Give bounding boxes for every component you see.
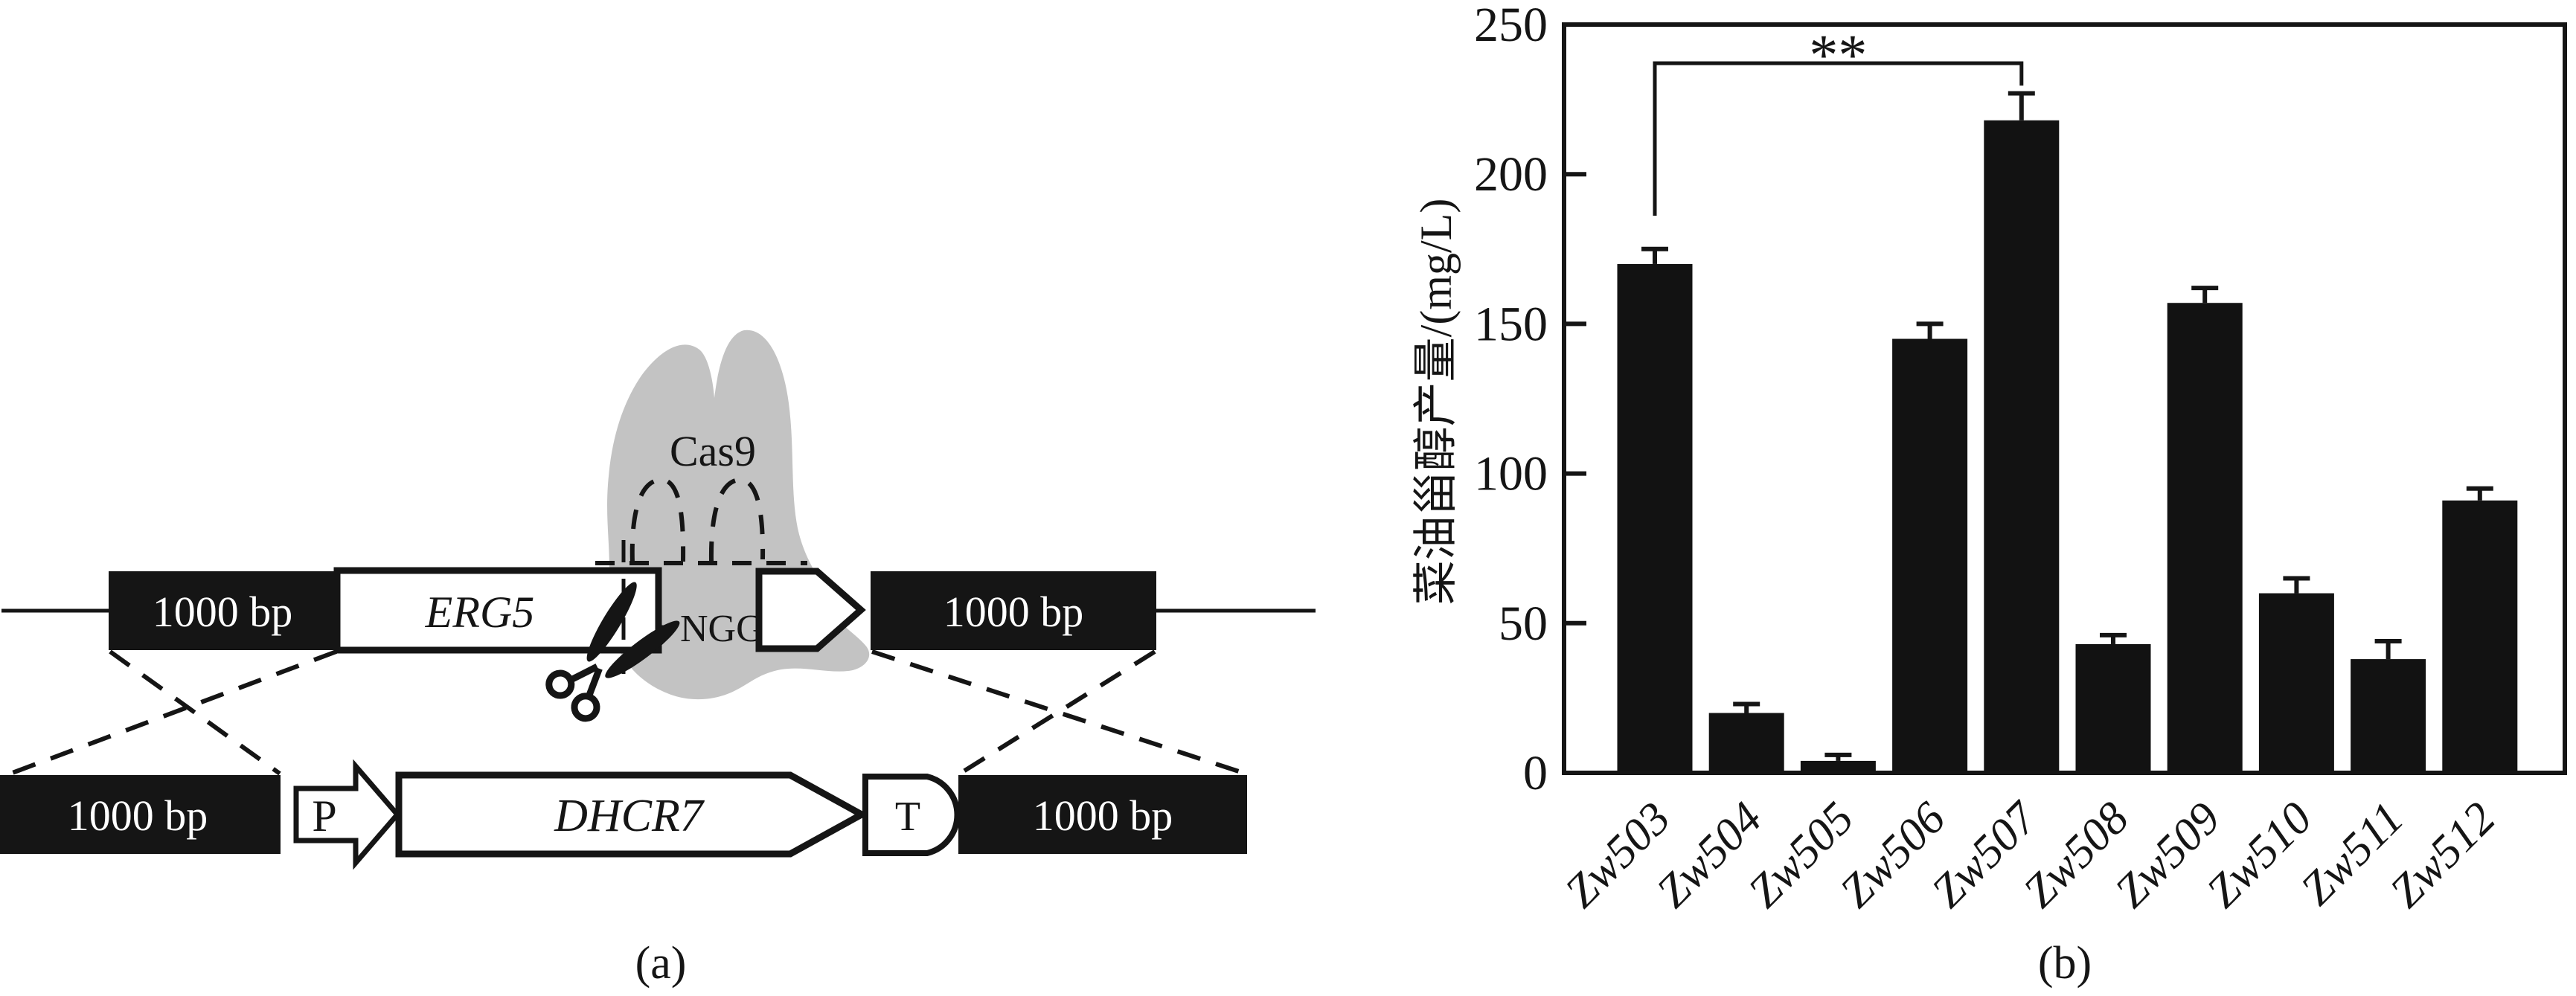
- recombination-line-left-a: [109, 649, 281, 776]
- bar-Zw510: [2258, 593, 2334, 773]
- y-tick-label-100: 100: [1474, 447, 1548, 501]
- bar-Zw508: [2075, 643, 2151, 773]
- y-axis-title: 菜油甾醇产量/(mg/L): [1412, 199, 1461, 605]
- bar-Zw506: [1892, 338, 1968, 773]
- erg5-gene-label: ERG5: [425, 588, 535, 637]
- y-tick-label-250: 250: [1474, 0, 1548, 52]
- axes-frame: [1562, 22, 2567, 775]
- dhcr7-gene-label: DHCR7: [554, 791, 705, 841]
- panel-a-label: (a): [635, 938, 687, 989]
- y-tick-label-50: 50: [1499, 597, 1548, 651]
- bar-Zw509: [2167, 303, 2243, 773]
- homology-arm-top-left: [109, 571, 337, 650]
- scissors-icon: [545, 582, 680, 722]
- x-tick-label-Zw510: Zw510: [2197, 793, 2322, 917]
- homology-arm-bottom-left-label: 1000 bp: [68, 791, 208, 840]
- chart-plot-area: 0 50 100 150 200 250 Zw503Zw504Zw505Zw506Zw507…: [1474, 0, 2567, 918]
- recombination-line-left-b: [9, 649, 338, 776]
- sgrna-loop-left: [629, 477, 686, 564]
- bar-Zw504: [1708, 713, 1784, 773]
- homology-arm-bottom-right-label: 1000 bp: [1033, 791, 1173, 840]
- recombination-line-right-a: [871, 649, 1246, 776]
- recombination-line-right-b: [958, 649, 1156, 776]
- cas9-label: Cas9: [670, 427, 756, 475]
- dhcr7-gene-arrow: [395, 771, 869, 858]
- homology-arm-bottom-left: [0, 775, 281, 854]
- promoter-label: P: [312, 791, 336, 841]
- homology-arm-top-right-label: 1000 bp: [943, 588, 1084, 636]
- bar-Zw505: [1800, 760, 1876, 773]
- bar-Zw503: [1617, 263, 1693, 773]
- protospacer-arrow: [755, 568, 866, 652]
- panel-b-bar-chart: 菜油甾醇产量/(mg/L) 050100150200250Zw503Zw504Z…: [1412, 0, 2567, 989]
- x-tick-label-Zw505: Zw505: [1739, 793, 1863, 917]
- x-tick-label-Zw506: Zw506: [1830, 793, 1955, 917]
- pam-label: NGG: [680, 608, 764, 650]
- y-tick-label-0: 0: [1523, 746, 1548, 800]
- x-tick-label-Zw512: Zw512: [2380, 793, 2505, 917]
- terminator-label: T: [895, 794, 920, 840]
- y-tick-label-150: 150: [1474, 297, 1548, 351]
- bar-Zw511: [2351, 659, 2426, 773]
- panel-b-label: (b): [2038, 938, 2092, 989]
- sgrna-loop-right: [708, 478, 766, 562]
- homology-arm-top-right: [871, 571, 1156, 650]
- x-tick-label-Zw508: Zw508: [2013, 793, 2138, 917]
- homology-arm-top-left-label: 1000 bp: [153, 588, 293, 636]
- significance-label: **: [1809, 22, 1867, 87]
- bar-Zw507: [1984, 120, 2060, 773]
- x-tick-label-Zw504: Zw504: [1647, 793, 1772, 917]
- significance-bracket: [1653, 61, 2024, 216]
- y-tick-label-200: 200: [1474, 147, 1548, 202]
- x-tick-label-Zw509: Zw509: [2106, 793, 2230, 917]
- terminator-shape: [862, 774, 961, 856]
- promoter-arrow: [293, 759, 401, 870]
- x-tick-label-Zw507: Zw507: [1922, 791, 2048, 918]
- panel-a-diagram: Cas9 1000 bp ERG5 NGG 1000 bp 1000 bp P …: [0, 330, 1316, 989]
- x-tick-label-Zw503: Zw503: [1555, 793, 1679, 917]
- homology-arm-bottom-right: [958, 775, 1247, 854]
- bar-Zw512: [2442, 500, 2518, 773]
